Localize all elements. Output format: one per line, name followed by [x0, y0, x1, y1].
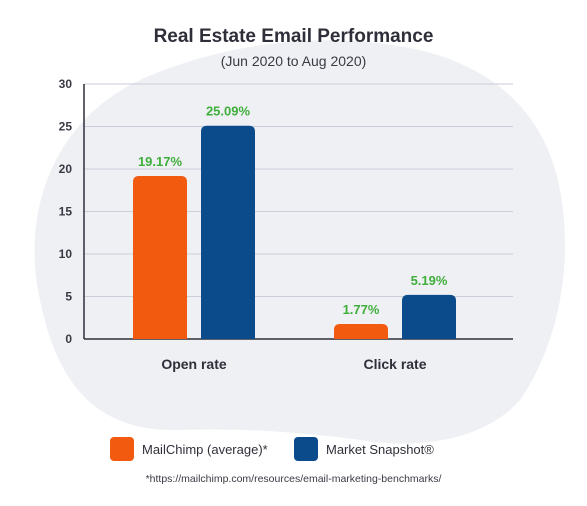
bar-mailchimp-open-rate: [133, 176, 187, 339]
chart-title: Real Estate Email Performance: [153, 26, 434, 47]
y-tick-label: 15: [59, 205, 73, 219]
data-label: 5.19%: [411, 273, 448, 288]
source-footnote: *https://mailchimp.com/resources/email-m…: [145, 473, 442, 485]
legend: MailChimp (average)* Market Snapshot®: [0, 437, 587, 465]
legend-label-market-snapshot: Market Snapshot®: [326, 441, 434, 457]
y-tick-label: 10: [59, 247, 73, 261]
data-label: 25.09%: [206, 104, 251, 119]
legend-item-market-snapshot: Market Snapshot®: [294, 437, 434, 461]
legend-swatch-mailchimp: [110, 437, 134, 461]
legend-swatch-market-snapshot: [294, 437, 318, 461]
bar-market-snapshot-open-rate: [201, 125, 255, 339]
x-category-label: Click rate: [363, 356, 426, 372]
x-category-label: Open rate: [161, 356, 227, 372]
bar-mailchimp-click-rate: [334, 323, 388, 339]
y-tick-label: 30: [59, 77, 73, 91]
legend-label-mailchimp: MailChimp (average)*: [142, 441, 268, 457]
y-tick-label: 0: [65, 332, 72, 346]
y-tick-label: 20: [59, 162, 73, 176]
legend-item-mailchimp: MailChimp (average)*: [110, 437, 268, 461]
data-label: 1.77%: [343, 302, 380, 317]
bar-market-snapshot-click-rate: [402, 294, 456, 339]
y-tick-label: 5: [65, 290, 72, 304]
data-label: 19.17%: [138, 154, 183, 169]
chart-subtitle: (Jun 2020 to Aug 2020): [220, 53, 367, 69]
y-tick-label: 25: [59, 120, 73, 134]
